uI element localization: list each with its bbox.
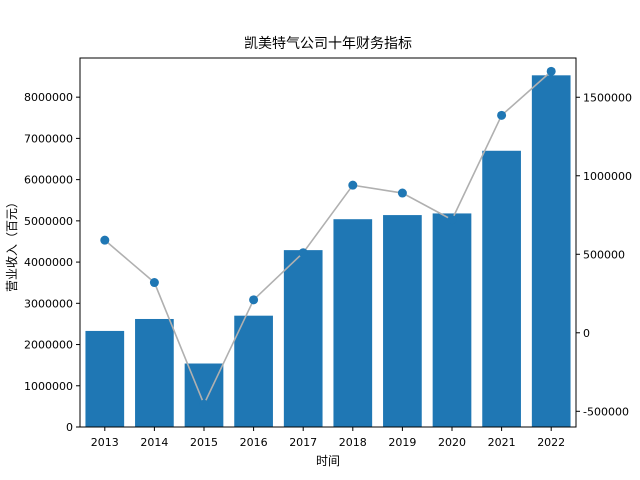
- x-tick-label: 2022: [537, 436, 565, 449]
- x-tick-label: 2021: [488, 436, 516, 449]
- bar-2019: [383, 215, 422, 427]
- bar-2018: [333, 219, 373, 427]
- bar-2013: [85, 330, 125, 427]
- y2-tick-label: 0: [583, 327, 590, 340]
- line-point-2017: [298, 248, 308, 258]
- line-point-2015: [199, 399, 209, 409]
- bar-series: [85, 75, 571, 428]
- line-point-2013: [100, 235, 110, 245]
- line-point-2021: [497, 110, 507, 120]
- line-point-2019: [397, 188, 407, 198]
- line-point-2020: [447, 215, 457, 225]
- y2-tick-label: 1000000: [583, 170, 632, 183]
- y2-tick-label: -500000: [583, 405, 629, 418]
- line-point-2014: [149, 278, 159, 288]
- x-tick-label: 2019: [388, 436, 416, 449]
- y-tick-label: 3000000: [24, 297, 73, 310]
- chart-title: 凯美特气公司十年财务指标: [244, 36, 412, 52]
- bar-2022: [531, 75, 571, 428]
- bar-2016: [234, 315, 273, 427]
- line-point-2022: [546, 66, 556, 76]
- line-series: [100, 66, 556, 409]
- x-tick-label: 2014: [140, 436, 168, 449]
- x-tick-label: 2013: [91, 436, 119, 449]
- y-axis-label: 营业收入（百元）: [5, 196, 19, 292]
- bar-2017: [283, 250, 323, 427]
- x-tick-label: 2020: [438, 436, 466, 449]
- y-tick-label: 0: [66, 421, 73, 434]
- x-tick-label: 2015: [190, 436, 218, 449]
- axes: 0100000020000003000000400000050000006000…: [24, 57, 632, 449]
- y-tick-label: 8000000: [24, 91, 73, 104]
- bar-2020: [432, 213, 472, 427]
- y-tick-label: 1000000: [24, 380, 73, 393]
- x-tick-label: 2016: [240, 436, 268, 449]
- y-tick-label: 5000000: [24, 215, 73, 228]
- y-tick-label: 2000000: [24, 339, 73, 352]
- x-tick-label: 2018: [339, 436, 367, 449]
- plot-frame: [79, 57, 577, 428]
- line-point-2016: [249, 295, 259, 305]
- line-path: [104, 70, 552, 407]
- line-point-2018: [348, 180, 358, 190]
- bar-2014: [135, 318, 174, 427]
- bar-2021: [482, 150, 521, 427]
- y-tick-label: 7000000: [24, 132, 73, 145]
- y-tick-label: 4000000: [24, 256, 73, 269]
- y2-tick-label: 1500000: [583, 91, 632, 104]
- y2-tick-label: 500000: [583, 248, 625, 261]
- x-axis-label: 时间: [316, 454, 340, 468]
- y-tick-label: 6000000: [24, 174, 73, 187]
- x-tick-label: 2017: [289, 436, 317, 449]
